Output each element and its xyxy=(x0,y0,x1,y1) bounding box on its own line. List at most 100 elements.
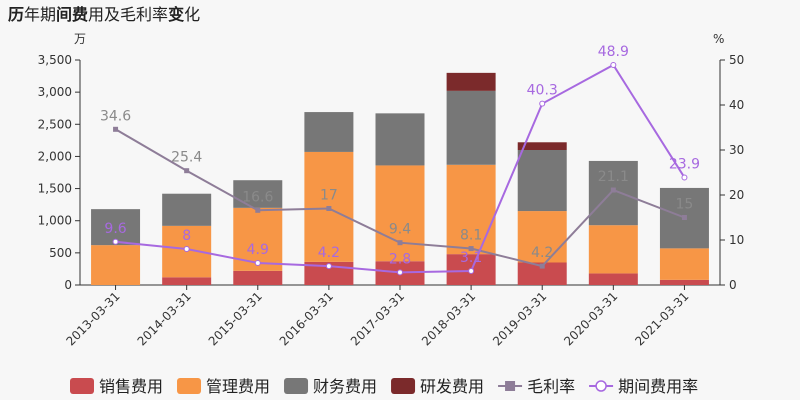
legend-label: 销售费用 xyxy=(99,377,163,396)
data-label: 48.9 xyxy=(598,44,629,60)
bar-segment[interactable] xyxy=(375,113,425,166)
legend-label: 毛利率 xyxy=(527,377,575,396)
bar-segment[interactable] xyxy=(304,112,354,152)
legend-item[interactable]: 管理费用 xyxy=(177,377,270,396)
bar-segment[interactable] xyxy=(588,225,638,274)
left-axis-unit: 万 xyxy=(74,32,86,46)
legend-item[interactable]: 研发费用 xyxy=(391,377,484,396)
legend-marker xyxy=(595,380,607,392)
left-tick-label: 1,000 xyxy=(38,214,72,228)
data-label: 3.1 xyxy=(460,250,482,266)
legend-item[interactable]: 期间费用率 xyxy=(589,377,698,396)
right-tick-label: 30 xyxy=(729,143,744,157)
data-label: 17 xyxy=(320,188,338,204)
title-part: 间费 xyxy=(56,5,88,24)
bar-segment[interactable] xyxy=(517,142,567,150)
line-point[interactable] xyxy=(183,246,190,252)
bar-segment[interactable] xyxy=(517,150,567,212)
legend-label: 财务费用 xyxy=(313,377,377,396)
legend-swatch xyxy=(391,378,416,394)
bar-segment[interactable] xyxy=(446,72,496,91)
line-point[interactable] xyxy=(397,269,403,276)
right-tick-label: 0 xyxy=(729,278,737,292)
legend[interactable]: 销售费用 管理费用 财务费用 研发费用 毛利率 期间费用率 xyxy=(70,377,698,396)
x-tick-label: 2019-03-31 xyxy=(490,289,549,348)
line-point[interactable] xyxy=(468,246,474,252)
data-label: 34.6 xyxy=(100,108,131,124)
title-part: 历 xyxy=(8,5,24,24)
legend-item[interactable]: 销售费用 xyxy=(70,377,163,396)
line-point[interactable] xyxy=(539,263,545,269)
data-label: 8.1 xyxy=(460,228,482,244)
bar-segment[interactable] xyxy=(517,211,567,263)
line-point[interactable] xyxy=(610,187,616,193)
bar-segment[interactable] xyxy=(91,245,141,285)
x-tick-label: 2018-03-31 xyxy=(419,289,478,348)
bar-segment[interactable] xyxy=(162,193,212,226)
data-label: 9.6 xyxy=(104,221,126,237)
legend-swatch xyxy=(177,378,202,394)
line-point[interactable] xyxy=(610,61,617,68)
bar-segment[interactable] xyxy=(233,270,283,285)
legend-marker xyxy=(505,381,516,391)
bar-segment[interactable] xyxy=(659,248,709,280)
legend-item[interactable]: 财务费用 xyxy=(284,377,377,396)
x-tick-label: 2017-03-31 xyxy=(348,289,407,348)
line-point[interactable] xyxy=(397,240,403,246)
data-label: 25.4 xyxy=(171,150,202,166)
bar-segment[interactable] xyxy=(446,90,496,165)
left-tick-label: 2,500 xyxy=(38,117,72,131)
line-point[interactable] xyxy=(326,206,332,211)
line-point[interactable] xyxy=(112,238,119,245)
left-tick-label: 3,500 xyxy=(38,53,72,67)
right-tick-label: 50 xyxy=(729,53,744,67)
left-tick-label: 3,000 xyxy=(38,85,72,99)
x-tick-label: 2014-03-31 xyxy=(135,289,194,348)
x-tick-label: 2015-03-31 xyxy=(206,289,265,348)
data-label: 21.1 xyxy=(598,169,629,185)
line-point[interactable] xyxy=(468,268,475,275)
data-label: 4.2 xyxy=(318,245,340,261)
line-point[interactable] xyxy=(325,263,332,270)
title-part: 年期 xyxy=(24,5,56,24)
title-part: 化 xyxy=(184,5,200,24)
left-tick-label: 1,500 xyxy=(38,182,72,196)
line-point[interactable] xyxy=(681,215,687,220)
bar-segment[interactable] xyxy=(233,180,283,208)
x-tick-label: 2020-03-31 xyxy=(561,289,620,348)
legend-label: 管理费用 xyxy=(206,377,270,396)
data-label: 16.6 xyxy=(242,189,273,205)
right-tick-label: 40 xyxy=(729,98,744,112)
bar-segment[interactable] xyxy=(659,279,709,285)
title-part: 变 xyxy=(168,5,184,24)
data-label: 9.4 xyxy=(389,222,411,238)
left-tick-label: 0 xyxy=(64,278,72,292)
data-label: 2.8 xyxy=(389,251,411,267)
bar-segment[interactable] xyxy=(446,164,496,255)
data-label: 4.2 xyxy=(531,245,553,261)
left-tick-label: 2,000 xyxy=(38,149,72,163)
bar-segment[interactable] xyxy=(588,160,638,226)
line-point[interactable] xyxy=(184,168,190,174)
line-point[interactable] xyxy=(255,207,261,213)
left-tick-label: 500 xyxy=(49,246,72,260)
data-label: 23.9 xyxy=(669,156,700,172)
bar-segment[interactable] xyxy=(162,277,212,285)
bar-segment[interactable] xyxy=(375,165,425,262)
right-tick-label: 10 xyxy=(729,233,744,247)
legend-label: 期间费用率 xyxy=(618,377,698,396)
x-tick-label: 2016-03-31 xyxy=(277,289,336,348)
line-point[interactable] xyxy=(681,174,688,181)
right-axis-unit: % xyxy=(713,32,724,46)
bar-segment[interactable] xyxy=(517,262,567,286)
legend-item[interactable]: 毛利率 xyxy=(498,377,575,396)
bar-segment[interactable] xyxy=(588,273,638,285)
legend-label: 研发费用 xyxy=(420,377,484,396)
bars xyxy=(91,72,709,286)
x-tick-label: 2021-03-31 xyxy=(632,289,691,348)
data-labels: 34.6 25.4 16.6 17 9.4 8.1 4.2 21.1 15 9.6 8 4.9 4.2 2… xyxy=(100,44,700,267)
line-point[interactable] xyxy=(254,259,261,266)
line-point[interactable] xyxy=(113,126,119,132)
line-point[interactable] xyxy=(539,100,546,107)
